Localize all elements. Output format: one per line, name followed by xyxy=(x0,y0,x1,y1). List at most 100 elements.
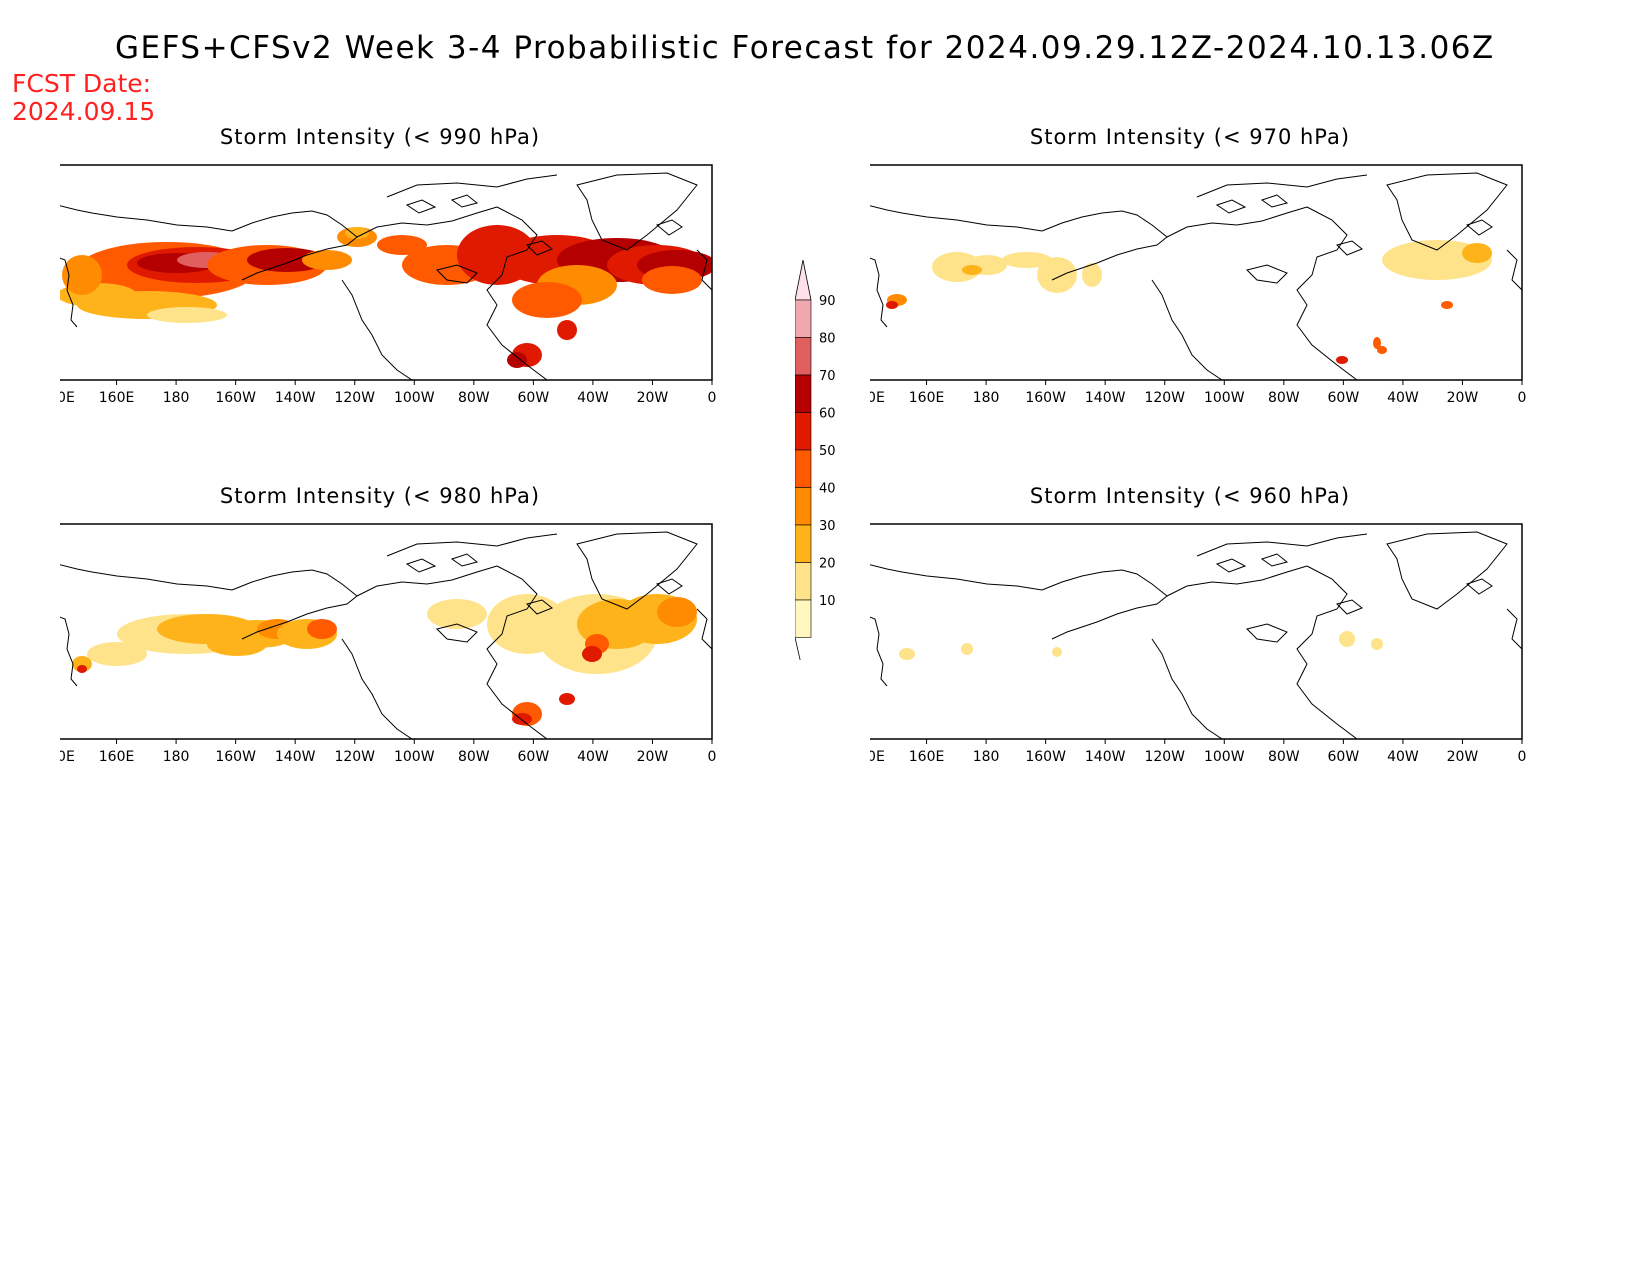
coastline-segment xyxy=(1166,206,1308,238)
coastline-segment xyxy=(386,174,558,198)
coastline-segment xyxy=(486,206,548,380)
coastline-segment xyxy=(60,257,78,328)
map-panel-990: Storm Intensity (< 990 hPa) 140E 160E 180 1… xyxy=(60,125,820,405)
probability-patch xyxy=(345,227,369,239)
probability-patch xyxy=(1082,263,1102,287)
probability-patch xyxy=(87,642,147,666)
lon-label: 180 xyxy=(973,390,1000,405)
lon-label: 160E xyxy=(909,749,945,764)
probability-shading xyxy=(899,631,1383,660)
probability-patch xyxy=(1336,356,1348,364)
map-panel-960: Storm Intensity (< 960 hPa) 140E160E1801… xyxy=(870,484,1630,764)
colorbar-label: 10 xyxy=(819,594,836,609)
colorbar-label: 50 xyxy=(819,444,836,459)
coastline-segment xyxy=(1506,608,1522,650)
colorbar-segment xyxy=(795,599,812,638)
probability-patch xyxy=(1052,647,1062,657)
lon-label: 20W xyxy=(1447,390,1479,405)
probability-shading xyxy=(72,594,697,726)
colorbar-label: 40 xyxy=(819,482,836,497)
lon-label: 80W xyxy=(458,749,490,764)
coastline-segment xyxy=(436,623,478,643)
probability-patch xyxy=(62,255,102,295)
lon-label: 160E xyxy=(99,390,135,405)
map-960: 140E 160E 180 160W 140W 120W 100W 80W 60W 40W 20W 0… xyxy=(870,523,1527,764)
probability-patch xyxy=(1377,346,1387,354)
coastline-segment xyxy=(1336,240,1363,256)
probability-patch xyxy=(557,320,577,340)
coastline-segment xyxy=(450,194,479,208)
probability-patch xyxy=(147,307,227,323)
panel-title-990: Storm Intensity (< 990 hPa) xyxy=(219,125,541,149)
lon-label: 0 xyxy=(708,749,717,764)
map-frame xyxy=(870,164,1523,381)
map-frame-group: 140E 160E 180 160W 140W 120W 100W 80W 60W 40W 20W 0… xyxy=(870,523,1527,764)
coastline-segment xyxy=(655,578,683,595)
coastline xyxy=(870,531,1522,739)
coastline-segment xyxy=(231,569,358,640)
lon-label: 60W xyxy=(518,390,550,405)
panel-title-970: Storm Intensity (< 970 hPa) xyxy=(1029,125,1351,149)
coastline-segment xyxy=(1246,264,1288,284)
probability-patch xyxy=(1037,257,1077,293)
lon-label: 140E xyxy=(60,390,75,405)
coastline-segment xyxy=(1386,172,1508,251)
coastline-segment xyxy=(696,608,712,650)
coastline-segment xyxy=(870,616,888,687)
map-990: 140E 160E 180 160W 140W 120W 100W 80W 60W 40W 20W 0… xyxy=(60,164,716,405)
lon-label: 100W xyxy=(1204,749,1245,764)
lon-label: 0 xyxy=(1518,390,1527,405)
coastline-segment xyxy=(1465,578,1493,595)
lon-label: 180 xyxy=(163,749,190,764)
probability-patch xyxy=(307,619,337,639)
coastline-segment xyxy=(356,565,498,597)
probability-patch xyxy=(582,646,602,662)
probability-shading xyxy=(886,240,1492,364)
coastline-segment xyxy=(231,210,358,281)
map-frame-group: 140E 160E 180 160W 140W 120W 100W 80W 60W 40W 20W 0… xyxy=(870,164,1527,405)
colorbar-label: 70 xyxy=(819,369,836,384)
coastline-segment xyxy=(341,279,413,380)
coastline-segment xyxy=(1296,206,1358,380)
coastline-segment xyxy=(405,199,437,214)
map-frame-group: 140E 160E 180 160W 140W 120W 100W 80W 60W 40W 20W 0… xyxy=(60,164,716,405)
coastline-segment xyxy=(60,564,233,591)
colorbar-segment xyxy=(795,412,812,451)
lon-label: 0 xyxy=(1518,749,1527,764)
coastline-segment xyxy=(1151,638,1223,739)
lon-label: 120W xyxy=(1144,390,1185,405)
probability-patch xyxy=(961,643,973,655)
probability-patch xyxy=(642,266,702,294)
map-panel-980: Storm Intensity (< 980 hPa) 140E160E1801… xyxy=(60,484,820,764)
probability-patch xyxy=(1462,243,1492,263)
lon-label: 60W xyxy=(518,749,550,764)
probability-patch xyxy=(1002,252,1052,268)
lon-label: 160W xyxy=(215,390,256,405)
lon-label: 20W xyxy=(1447,749,1479,764)
colorbar-segment xyxy=(795,337,812,376)
lon-label: 180 xyxy=(163,390,190,405)
colorbar-bottom-edge xyxy=(795,637,801,660)
coastline-segment xyxy=(1246,623,1288,643)
coastline-segment xyxy=(1215,558,1247,573)
coastline-segment xyxy=(450,553,479,567)
lon-label: 140E xyxy=(870,749,885,764)
colorbar-label: 60 xyxy=(819,407,836,422)
lon-label: 180 xyxy=(973,749,1000,764)
probability-patch xyxy=(1373,337,1381,349)
coastline-segment xyxy=(1196,533,1368,557)
probability-patch xyxy=(207,632,267,656)
lon-label: 160W xyxy=(1025,749,1066,764)
lon-label: 40W xyxy=(577,749,609,764)
coastline-segment xyxy=(870,257,888,328)
lon-label: 140E xyxy=(870,390,885,405)
map-970: 140E 160E 180 160W 140W 120W 100W 80W 60W 40W 20W 0… xyxy=(870,164,1527,405)
lon-label: 140W xyxy=(275,390,316,405)
probability-patch xyxy=(512,282,582,318)
main-title: GEFS+CFSv2 Week 3-4 Probabilistic Foreca… xyxy=(115,30,1495,66)
lon-label: 100W xyxy=(394,749,435,764)
lon-label: 140W xyxy=(1085,749,1126,764)
probability-patch xyxy=(72,656,92,672)
coastline-segment xyxy=(405,558,437,573)
lon-label: 80W xyxy=(1268,390,1300,405)
